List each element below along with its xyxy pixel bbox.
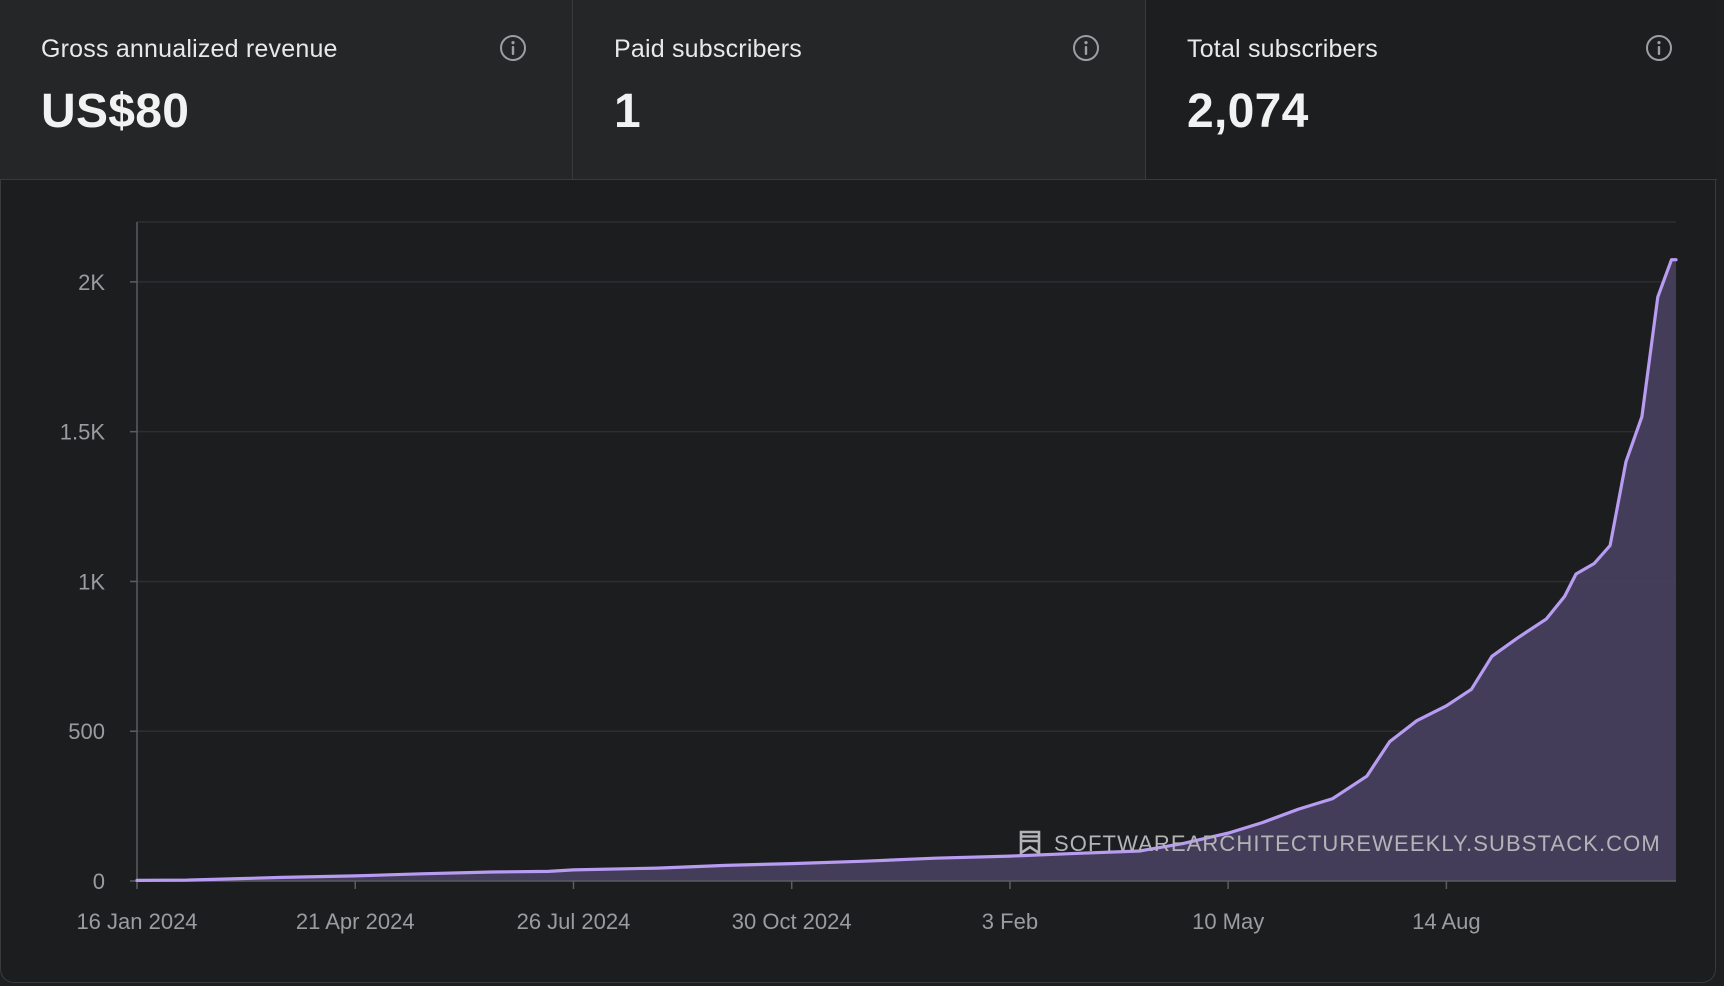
- stat-card-total-subscribers[interactable]: Total subscribers 2,074: [1146, 0, 1718, 180]
- info-icon[interactable]: [1645, 34, 1673, 62]
- stat-card-paid-subscribers[interactable]: Paid subscribers 1: [573, 0, 1146, 180]
- stat-label: Paid subscribers: [614, 35, 803, 63]
- stat-label: Gross annualized revenue: [41, 35, 338, 63]
- stat-card-gross-revenue[interactable]: Gross annualized revenue US$80: [0, 0, 573, 180]
- stat-value: 2,074: [1187, 85, 1309, 138]
- chart-panel: [0, 180, 1716, 983]
- stats-row: Gross annualized revenue US$80 Paid subs…: [0, 0, 1718, 180]
- info-icon[interactable]: [1072, 34, 1100, 62]
- stat-value: US$80: [41, 85, 190, 138]
- stat-value: 1: [614, 85, 641, 138]
- stat-label: Total subscribers: [1187, 35, 1378, 63]
- page-edge: [1717, 0, 1724, 986]
- info-icon[interactable]: [499, 34, 527, 62]
